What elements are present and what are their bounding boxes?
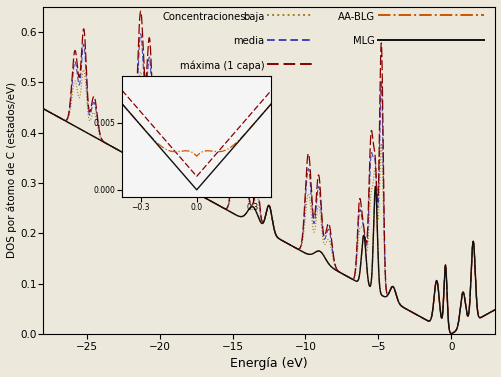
baja: [467, 270, 473, 274]
media: [491, 308, 497, 312]
media: [261, 219, 267, 223]
MLG: [40, 106, 46, 111]
media: [42, 107, 48, 112]
AA-BLG: [40, 106, 46, 111]
baja: [447, 331, 453, 336]
media: [467, 270, 473, 274]
MLG: [67, 121, 73, 126]
Line: baja: baja: [43, 70, 494, 334]
AA-BLG: [42, 107, 48, 112]
MLG: [447, 331, 453, 336]
MLG: [59, 116, 65, 121]
Text: Concentraciones:: Concentraciones:: [162, 12, 249, 22]
AA-BLG: [67, 121, 73, 126]
baja: [128, 127, 134, 131]
máxima (1 capa): [40, 106, 46, 111]
baja: [491, 308, 497, 312]
Line: MLG: MLG: [43, 109, 494, 334]
MLG: [467, 271, 473, 276]
MLG: [261, 219, 267, 224]
media: [128, 115, 134, 119]
AA-BLG: [491, 308, 497, 312]
Text: MLG: MLG: [353, 36, 375, 46]
Text: máxima (1 capa): máxima (1 capa): [179, 61, 264, 71]
máxima (1 capa): [467, 270, 473, 274]
media: [67, 104, 73, 109]
media: [447, 331, 453, 336]
baja: [81, 67, 87, 72]
Text: media: media: [233, 36, 264, 46]
Text: baja: baja: [242, 12, 264, 22]
Line: AA-BLG: AA-BLG: [43, 109, 494, 333]
AA-BLG: [261, 219, 267, 224]
máxima (1 capa): [42, 107, 48, 112]
AA-BLG: [59, 116, 65, 121]
máxima (1 capa): [491, 308, 497, 312]
baja: [42, 107, 48, 112]
baja: [40, 106, 46, 111]
media: [40, 106, 46, 111]
media: [59, 116, 65, 121]
baja: [59, 116, 65, 121]
Line: media: media: [43, 34, 494, 334]
máxima (1 capa): [137, 9, 143, 14]
AA-BLG: [467, 271, 473, 276]
AA-BLG: [128, 155, 134, 160]
máxima (1 capa): [447, 331, 453, 336]
MLG: [491, 308, 497, 312]
X-axis label: Energía (eV): Energía (eV): [230, 357, 307, 370]
MLG: [128, 155, 134, 160]
Y-axis label: DOS por átomo de C (estados/eV): DOS por átomo de C (estados/eV): [7, 82, 18, 259]
máxima (1 capa): [128, 107, 134, 112]
AA-BLG: [449, 331, 455, 335]
Line: máxima (1 capa): máxima (1 capa): [43, 11, 494, 334]
máxima (1 capa): [67, 101, 73, 106]
baja: [261, 219, 267, 224]
MLG: [42, 107, 48, 112]
baja: [67, 109, 73, 114]
máxima (1 capa): [261, 219, 267, 223]
media: [137, 32, 143, 36]
máxima (1 capa): [59, 116, 65, 121]
Text: AA-BLG: AA-BLG: [338, 12, 375, 22]
